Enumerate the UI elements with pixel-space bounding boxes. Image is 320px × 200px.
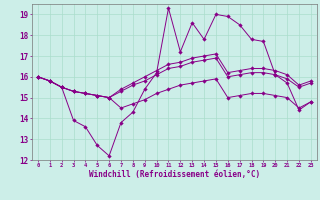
X-axis label: Windchill (Refroidissement éolien,°C): Windchill (Refroidissement éolien,°C): [89, 170, 260, 179]
